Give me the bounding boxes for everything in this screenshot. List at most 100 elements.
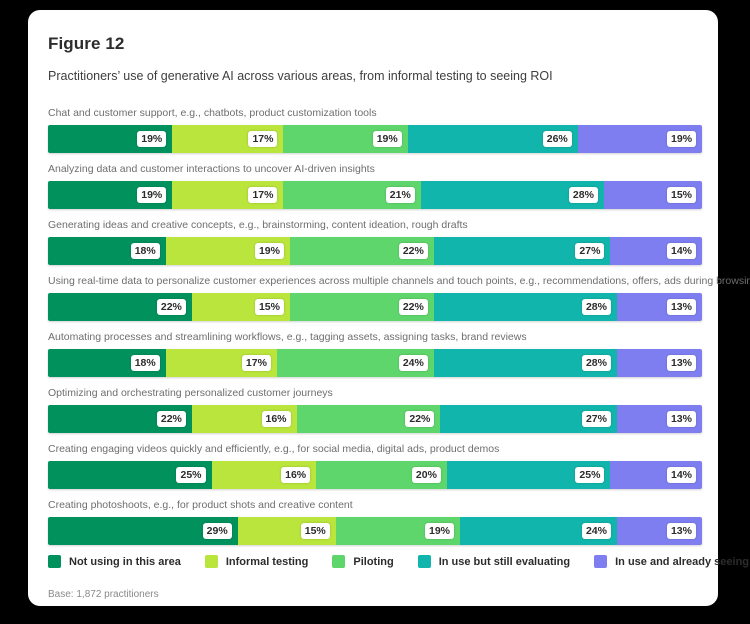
value-chip: 16% xyxy=(281,466,311,484)
value-chip: 14% xyxy=(666,466,696,484)
chart-row: Automating processes and streamlining wo… xyxy=(48,331,702,377)
bar-segment: 22% xyxy=(296,405,441,433)
value-chip: 26% xyxy=(542,130,572,148)
bar-segment: 15% xyxy=(237,517,336,545)
value-chip: 29% xyxy=(202,522,232,540)
chart-legend: Not using in this area Informal testing Pi… xyxy=(48,555,750,568)
chart-row: Analyzing data and customer interactions… xyxy=(48,163,702,209)
bar-segment: 24% xyxy=(460,517,617,545)
chart-row: Chat and customer support, e.g., chatbot… xyxy=(48,107,702,153)
bar-segment: 17% xyxy=(165,349,277,377)
bar-segment: 13% xyxy=(616,349,702,377)
value-chip: 15% xyxy=(300,522,330,540)
value-chip: 22% xyxy=(156,410,186,428)
stacked-bar: 22% 16% 22% 27% 13% xyxy=(48,405,702,433)
value-chip: 20% xyxy=(411,466,441,484)
legend-label: In use but still evaluating xyxy=(438,555,571,568)
bar-segment: 25% xyxy=(48,461,212,489)
bar-segment: 19% xyxy=(48,181,173,209)
bar-segment: 22% xyxy=(289,237,434,265)
figure-subtitle: Practitioners’ use of generative AI acro… xyxy=(48,69,553,83)
row-label: Automating processes and streamlining wo… xyxy=(48,331,527,343)
bar-segment: 13% xyxy=(616,293,702,321)
bar-segment: 25% xyxy=(446,461,611,489)
legend-swatch-icon xyxy=(594,555,608,568)
value-chip: 13% xyxy=(666,298,696,316)
bar-segment: 16% xyxy=(211,461,317,489)
chart-row: Using real-time data to personalize cust… xyxy=(48,275,750,321)
bar-segment: 19% xyxy=(165,237,290,265)
value-chip: 28% xyxy=(581,298,611,316)
bar-segment: 28% xyxy=(433,349,617,377)
bar-segment: 19% xyxy=(48,125,173,153)
bar-segment: 13% xyxy=(616,517,702,545)
bar-segment: 13% xyxy=(616,405,702,433)
figure-title: Figure 12 xyxy=(48,34,125,53)
bar-segment: 28% xyxy=(420,181,604,209)
value-chip: 28% xyxy=(581,354,611,372)
legend-item: Not using in this area xyxy=(48,555,181,568)
bar-segment: 27% xyxy=(433,237,611,265)
bar-segment: 19% xyxy=(335,517,461,545)
value-chip: 27% xyxy=(575,242,605,260)
value-chip: 17% xyxy=(248,186,278,204)
value-chip: 21% xyxy=(385,186,415,204)
bar-segment: 22% xyxy=(48,293,192,321)
stacked-bar: 29% 15% 19% 24% 13% xyxy=(48,517,702,545)
value-chip: 19% xyxy=(667,130,697,148)
row-label: Chat and customer support, e.g., chatbot… xyxy=(48,107,377,119)
legend-swatch-icon xyxy=(48,555,61,568)
bar-segment: 26% xyxy=(407,125,578,153)
figure-card: Figure 12 Practitioners’ use of generati… xyxy=(28,10,750,606)
legend-label: In use and already seeing ROI xyxy=(615,555,750,568)
value-chip: 13% xyxy=(666,522,696,540)
value-chip: 22% xyxy=(398,298,428,316)
value-chip: 27% xyxy=(581,410,611,428)
stacked-bar: 22% 15% 22% 28% 13% xyxy=(48,293,702,321)
chart-row: Creating photoshoots, e.g., for product … xyxy=(48,499,702,545)
legend-label: Informal testing xyxy=(225,555,309,568)
legend-swatch-icon xyxy=(204,555,218,568)
stacked-bar: 18% 19% 22% 27% 14% xyxy=(48,237,702,265)
value-chip: 17% xyxy=(248,130,278,148)
row-label: Analyzing data and customer interactions… xyxy=(48,163,375,175)
value-chip: 14% xyxy=(666,242,696,260)
legend-swatch-icon xyxy=(332,555,346,568)
row-label: Using real-time data to personalize cust… xyxy=(48,275,750,287)
value-chip: 22% xyxy=(398,242,428,260)
bar-segment: 18% xyxy=(48,237,166,265)
value-chip: 22% xyxy=(156,298,186,316)
value-chip: 13% xyxy=(666,410,696,428)
row-label: Generating ideas and creative concepts, … xyxy=(48,219,468,231)
bar-segment: 22% xyxy=(289,293,434,321)
value-chip: 19% xyxy=(425,522,455,540)
row-label: Creating engaging videos quickly and eff… xyxy=(48,443,500,455)
bar-segment: 21% xyxy=(283,181,421,209)
stacked-bar: 25% 16% 20% 25% 14% xyxy=(48,461,702,489)
value-chip: 15% xyxy=(667,186,697,204)
legend-item: In use and already seeing ROI xyxy=(594,555,750,568)
bar-segment: 14% xyxy=(610,461,702,489)
bar-segment: 24% xyxy=(276,349,434,377)
stacked-bar: 19% 17% 19% 26% 19% xyxy=(48,125,702,153)
chart-row: Generating ideas and creative concepts, … xyxy=(48,219,702,265)
bar-segment: 17% xyxy=(172,125,284,153)
bar-segment: 28% xyxy=(433,293,617,321)
bar-segment: 22% xyxy=(48,405,192,433)
legend-item: Informal testing xyxy=(204,555,309,568)
value-chip: 25% xyxy=(176,466,206,484)
value-chip: 24% xyxy=(581,522,611,540)
value-chip: 25% xyxy=(575,466,605,484)
bar-segment: 27% xyxy=(440,405,617,433)
value-chip: 19% xyxy=(372,130,402,148)
value-chip: 24% xyxy=(398,354,428,372)
bar-segment: 19% xyxy=(577,125,702,153)
legend-item: Piloting xyxy=(332,555,394,568)
row-label: Optimizing and orchestrating personalize… xyxy=(48,387,333,399)
legend-swatch-icon xyxy=(417,555,431,568)
bar-segment: 29% xyxy=(48,517,238,545)
value-chip: 19% xyxy=(254,242,284,260)
value-chip: 28% xyxy=(568,186,598,204)
chart-rows: Chat and customer support, e.g., chatbot… xyxy=(48,107,750,545)
